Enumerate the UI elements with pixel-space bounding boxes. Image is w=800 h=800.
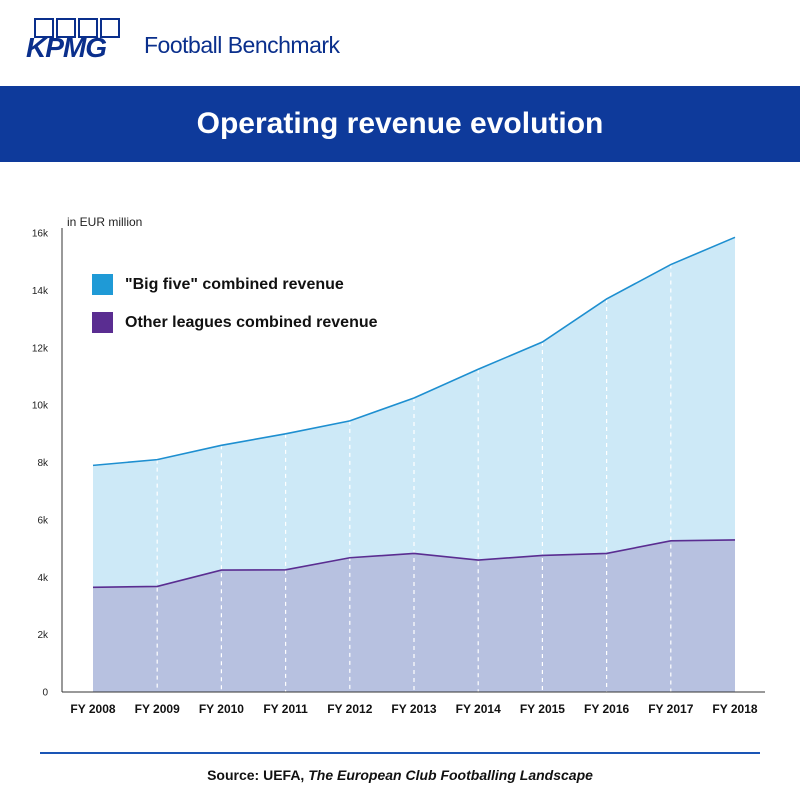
x-tick-label: FY 2008 [70, 702, 115, 716]
x-tick-label: FY 2011 [263, 702, 308, 716]
revenue-area-chart: 0 2k 4k 6k 8k 10k 12k 14k 16k FY 2008 FY 2009 FY 20… [32, 228, 765, 716]
legend-swatch-other-leagues [92, 312, 113, 333]
title-banner: Operating revenue evolution [0, 86, 800, 162]
legend-label-other-leagues: Other leagues combined revenue [125, 313, 378, 331]
x-tick-label: FY 2012 [327, 702, 372, 716]
kpmg-logo-boxes [34, 18, 120, 38]
legend-swatch-big-five [92, 274, 113, 295]
line-other-leagues [92, 539, 736, 589]
source-divider [40, 752, 760, 754]
y-tick-label: 12k [32, 343, 49, 354]
x-tick-label: FY 2015 [520, 702, 565, 716]
x-tick-label: FY 2017 [648, 702, 693, 716]
y-tick-label: 14k [32, 286, 49, 297]
x-tick-label: FY 2018 [712, 702, 757, 716]
legend-item-big-five: "Big five" combined revenue [92, 274, 344, 295]
product-name: Football Benchmark [144, 32, 340, 58]
legend-item-other-leagues: Other leagues combined revenue [92, 312, 378, 333]
kpmg-logo: KPMG Football Benchmark [26, 18, 340, 63]
source-title: The European Club Footballing Landscape [308, 767, 593, 783]
source-note: Source: UEFA, The European Club Football… [0, 767, 800, 783]
x-tick-label: FY 2009 [135, 702, 180, 716]
y-tick-label: 10k [32, 401, 49, 412]
line-big-five [92, 236, 736, 467]
y-tick-label: 2k [37, 630, 49, 641]
page-title: Operating revenue evolution [196, 107, 604, 140]
y-tick-label: 0 [42, 688, 48, 699]
y-tick-label: 6k [37, 515, 49, 526]
legend-label-big-five: "Big five" combined revenue [125, 275, 344, 293]
kpmg-logo-mark: KPMG [26, 18, 126, 63]
kpmg-logo-text: KPMG [26, 32, 107, 63]
x-tick-label: FY 2014 [456, 702, 501, 716]
y-tick-label: 8k [37, 458, 49, 469]
x-tick-label: FY 2010 [199, 702, 244, 716]
source-prefix: Source: UEFA, [207, 767, 309, 783]
y-axis-unit-label: in EUR million [67, 215, 143, 229]
x-tick-label: FY 2016 [584, 702, 629, 716]
x-tick-label: FY 2013 [391, 702, 436, 716]
y-tick-label: 16k [32, 229, 49, 240]
y-tick-label: 4k [37, 573, 49, 584]
